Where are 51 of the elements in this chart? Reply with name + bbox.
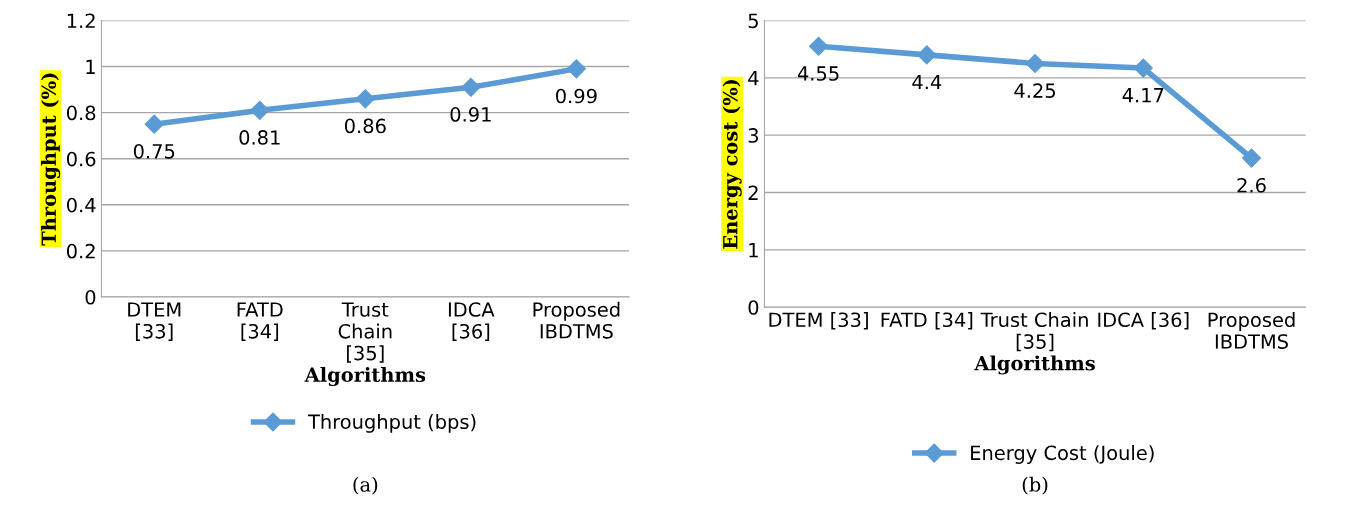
data-label: 4.55 [797,66,839,81]
legend-label: Throughput (bps) [307,413,476,433]
x-axis-title: Algorithms [304,366,426,387]
y-tick-label: 3 [748,128,759,143]
point [809,36,829,56]
point [1241,148,1262,168]
y-axis-title: Energy cost (%) [722,79,742,249]
data-label: 0.75 [133,143,175,159]
data-label: 0.86 [344,118,386,134]
y-tick-label: 0.8 [66,105,96,121]
point [461,77,481,97]
text: (b) [1022,476,1048,495]
x-tick-label: FATD [34] [881,312,973,330]
x-tick-label: Proposed IBDTMS [533,301,620,339]
legend-label: Energy Cost (Joule) [971,445,1154,464]
data-label: 4.25 [1014,83,1055,98]
data-label: 2.6 [1237,177,1266,193]
data-label: 0.99 [556,88,597,104]
point [250,100,270,120]
x-tick-label: DTEM [33] [128,302,181,341]
x-tick-label: IDCA [36] [1098,312,1189,330]
data-label: 0.81 [239,130,280,145]
point [917,45,937,65]
point [355,89,375,109]
x-tick-label: Trust Chain [35] [338,302,392,363]
x-axis-title: Algorithms [974,355,1095,375]
y-tick-label: 4 [748,71,759,86]
point [1133,58,1153,78]
y-tick-label: 0 [748,300,759,315]
y-tick-label: 2 [748,185,758,200]
y-tick-label: 1 [749,243,758,258]
point [1025,53,1045,74]
text: (a) [353,476,378,495]
y-tick-label: 0.2 [66,243,95,259]
data-label: 4.4 [912,74,942,90]
y-tick-label: 1.2 [67,13,95,28]
y-tick-label: 0.6 [66,151,96,167]
y-tick-label: 0 [85,289,96,305]
data-label: 4.17 [1122,88,1164,103]
x-tick-label: IDCA [36] [448,302,495,341]
x-tick-label: FATD [34] [237,302,283,341]
y-tick-label: 1 [86,59,95,74]
x-tick-label: Proposed IBDTMS [1208,312,1295,349]
x-tick-label: DTEM [33] [769,312,868,330]
y-tick-label: 5 [748,13,758,29]
point [566,59,586,79]
x-tick-label: Trust Chain [35] [980,312,1088,352]
data-label: 0.91 [450,107,491,122]
y-axis-title: Throughput (%) [41,73,61,246]
y-tick-label: 0.4 [66,197,96,213]
point [144,114,164,134]
